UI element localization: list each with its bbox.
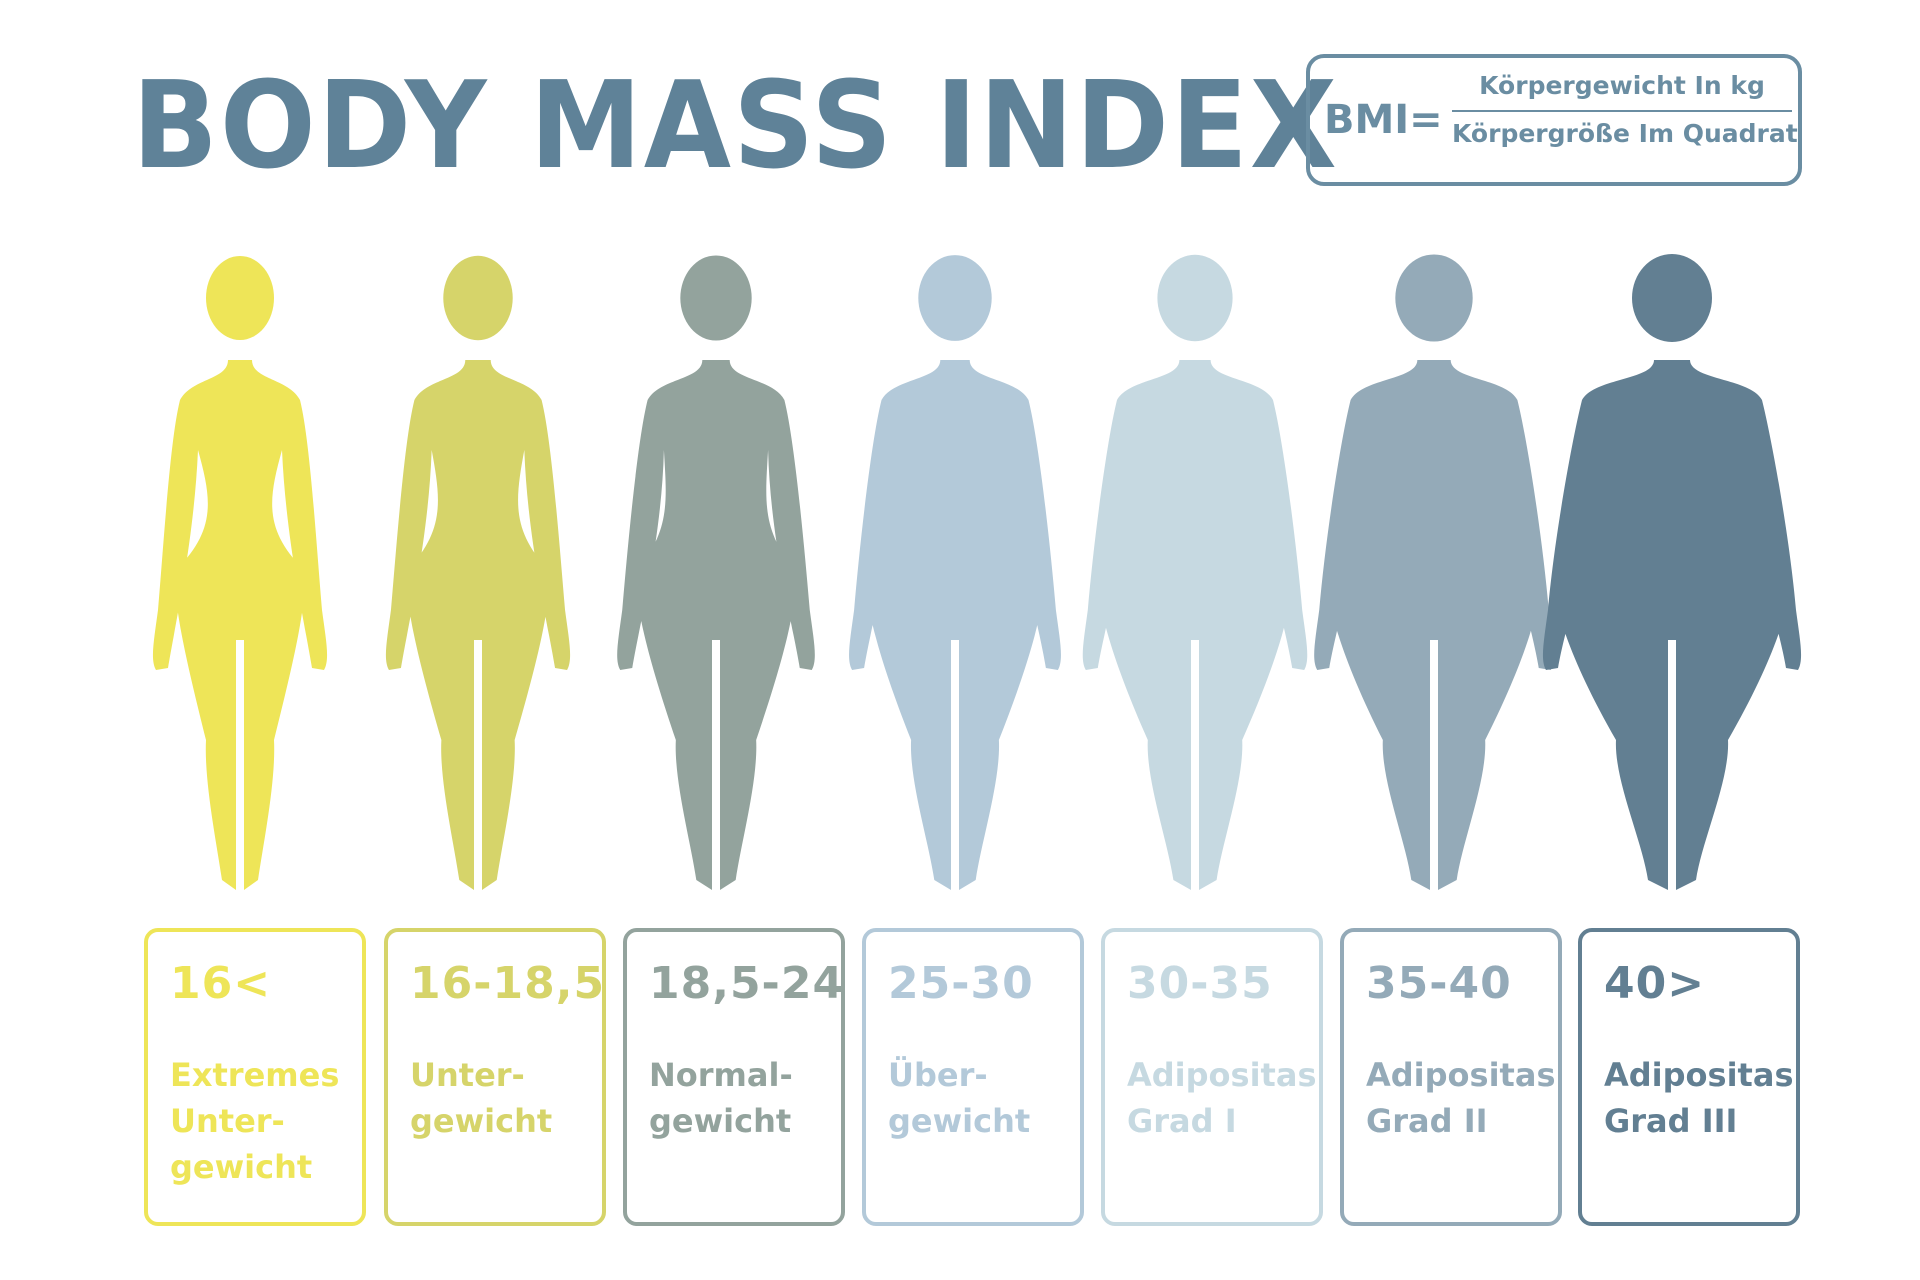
body-silhouette-1 [152, 256, 328, 890]
formula-denominator: Körpergröße Im Quadrat [1452, 119, 1798, 148]
bmi-range: 25-30 [888, 958, 1034, 1009]
bmi-card-1: 16< Extremes Unter- gewicht [144, 928, 366, 1226]
body-silhouette-4 [849, 255, 1061, 890]
bmi-category-label: Unter- gewicht [410, 1056, 553, 1140]
bmi-range: 30-35 [1127, 958, 1273, 1009]
bmi-category-label: Adipositas Grad III [1604, 1056, 1794, 1140]
silhouette-head [1632, 254, 1712, 342]
bmi-range: 35-40 [1366, 958, 1512, 1009]
silhouette-body [617, 360, 815, 890]
body-silhouette-6 [1314, 254, 1554, 890]
bmi-card-6: 35-40 Adipositas Grad II [1340, 928, 1562, 1226]
bmi-range: 16-18,5 [410, 958, 606, 1009]
bmi-range: 18,5-24 [649, 958, 845, 1009]
silhouette-body [1082, 360, 1308, 890]
silhouette-head [206, 256, 274, 340]
silhouette-head [443, 255, 513, 341]
bmi-card-2: 16-18,5 Unter- gewicht [384, 928, 606, 1226]
silhouette-body [849, 360, 1061, 890]
bmi-card-3: 18,5-24 Normal- gewicht [623, 928, 845, 1226]
bmi-range: 16< [170, 958, 272, 1009]
bmi-category-label: Normal- gewicht [649, 1056, 793, 1140]
bmi-card-7: 40> Adipositas Grad III [1578, 928, 1800, 1226]
bmi-category-label: Adipositas Grad I [1127, 1056, 1317, 1140]
bmi-card-4: 25-30 Über- gewicht [862, 928, 1084, 1226]
silhouette-body [152, 360, 328, 890]
silhouette-head [680, 255, 752, 341]
fraction-bar [1452, 110, 1792, 112]
silhouette-body [1314, 360, 1554, 890]
bmi-category-label: Extremes Unter- gewicht [170, 1056, 340, 1186]
bmi-formula: BMI= Körpergewicht In kg Körpergröße Im … [1306, 54, 1802, 186]
body-silhouette-5 [1082, 254, 1308, 890]
formula-lhs: BMI= [1324, 97, 1443, 143]
bmi-category-label: Über- gewicht [888, 1056, 1031, 1140]
silhouette-body [1542, 360, 1802, 890]
bmi-range: 40> [1604, 958, 1706, 1009]
body-silhouette-7 [1542, 254, 1802, 890]
silhouette-body [385, 360, 571, 890]
formula-numerator: Körpergewicht In kg [1479, 71, 1765, 100]
body-silhouettes [152, 254, 1802, 890]
silhouette-head [1395, 254, 1473, 342]
silhouette-head [1157, 254, 1233, 342]
body-silhouette-2 [385, 255, 571, 890]
bmi-category-label: Adipositas Grad II [1366, 1056, 1556, 1140]
body-silhouette-3 [617, 255, 815, 890]
bmi-card-5: 30-35 Adipositas Grad I [1101, 928, 1323, 1226]
silhouette-head [918, 255, 992, 341]
formula-fraction: Körpergewicht In kg Körpergröße Im Quadr… [1452, 68, 1798, 152]
page-title: BODY MASS INDEX [132, 57, 1339, 196]
